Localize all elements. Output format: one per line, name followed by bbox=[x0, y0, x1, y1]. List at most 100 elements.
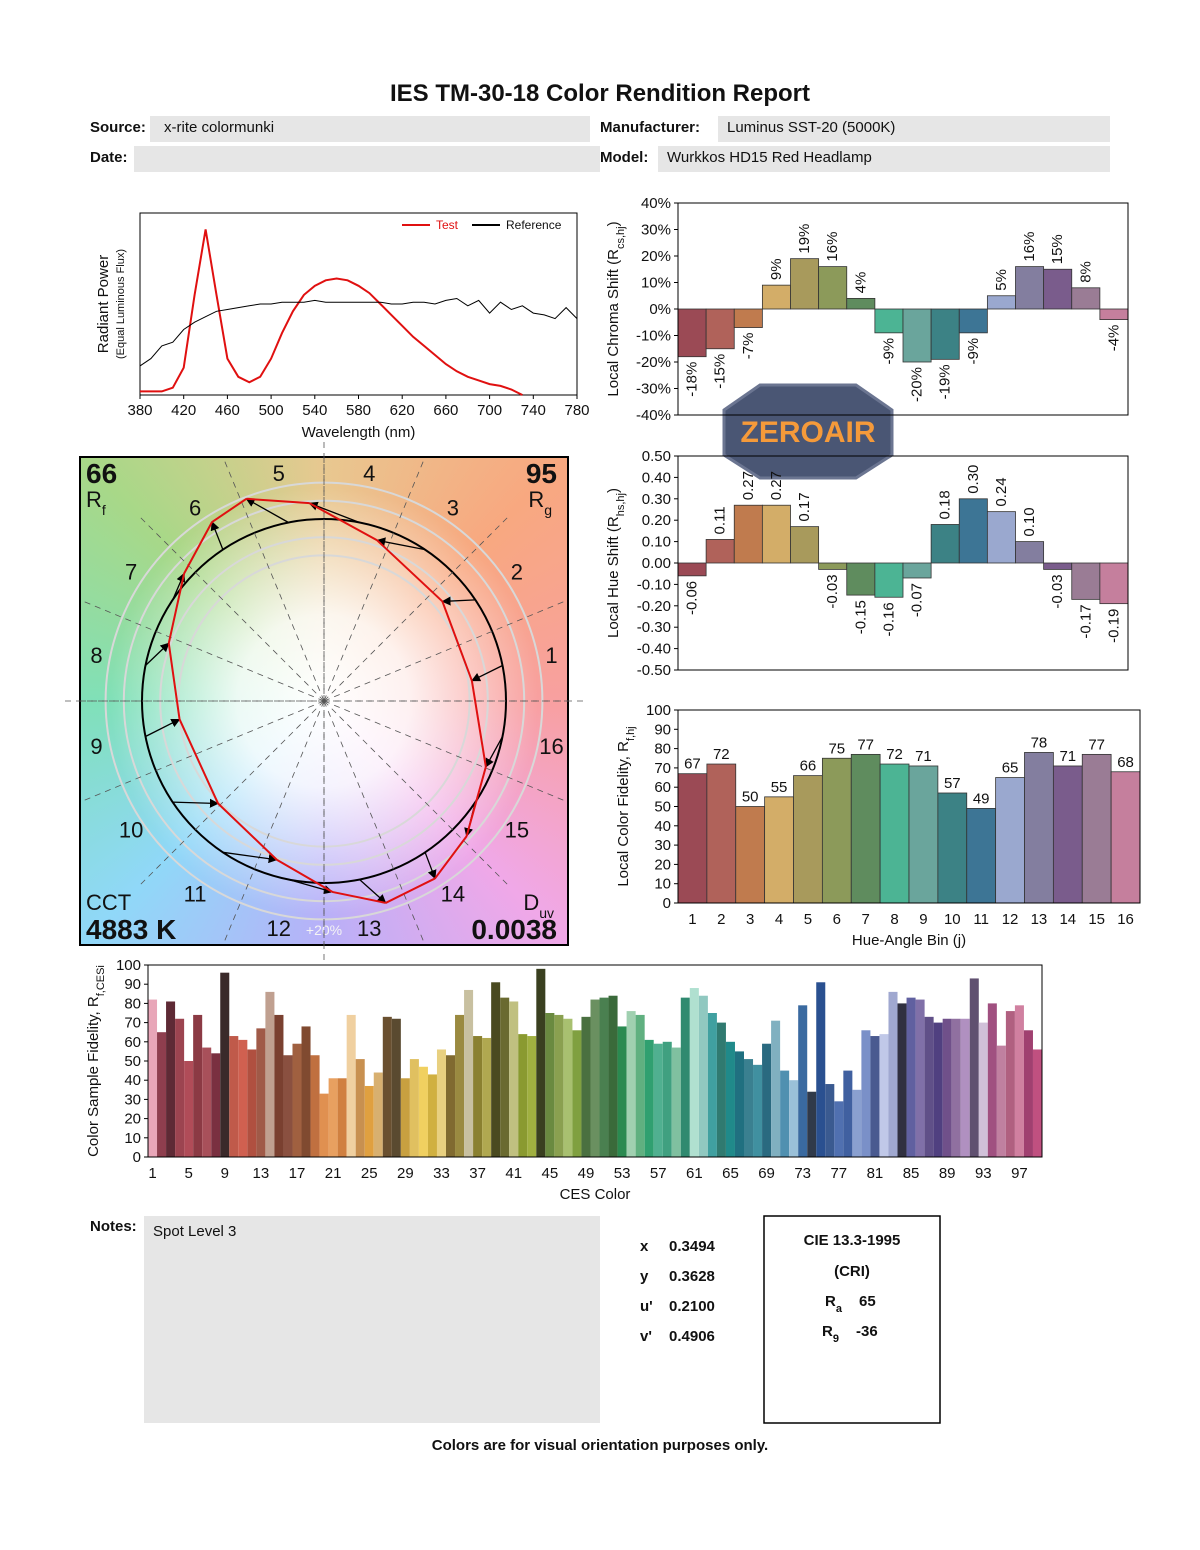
bar bbox=[1023, 1030, 1033, 1157]
bar bbox=[1015, 266, 1045, 310]
value-label: 66 bbox=[800, 758, 817, 775]
value-label: 72 bbox=[886, 746, 903, 763]
rg-label: Rg bbox=[528, 487, 552, 518]
hue-bin-label: 8 bbox=[90, 643, 102, 668]
bar bbox=[581, 1016, 591, 1157]
bar bbox=[960, 1018, 970, 1157]
bar bbox=[599, 997, 609, 1157]
value-label: 9% bbox=[768, 258, 785, 280]
bar bbox=[761, 504, 791, 564]
y-tick-label: -0.10 bbox=[637, 576, 671, 593]
x-tick-label: 620 bbox=[390, 402, 415, 419]
bar bbox=[1052, 765, 1083, 904]
field-box bbox=[134, 146, 600, 172]
bar bbox=[373, 1072, 383, 1157]
value-label: 16% bbox=[824, 232, 841, 262]
x-tick-label: 6 bbox=[833, 911, 841, 928]
value-label: 67 bbox=[684, 756, 701, 773]
cct-value: 4883 K bbox=[86, 914, 176, 945]
shift-arrow bbox=[288, 878, 334, 895]
y-tick-label: 20 bbox=[124, 1111, 141, 1128]
shift-arrow bbox=[376, 537, 426, 551]
bar bbox=[382, 1016, 392, 1157]
x-tick-label: 33 bbox=[433, 1165, 450, 1182]
shift-arrow bbox=[245, 498, 289, 524]
hue-bin-label: 1 bbox=[545, 643, 557, 668]
field-box bbox=[658, 146, 1110, 172]
rf-value: 66 bbox=[86, 458, 117, 489]
duv-value: 0.0038 bbox=[471, 914, 557, 945]
bar bbox=[1043, 268, 1073, 310]
r9-label: R9 bbox=[822, 1323, 839, 1345]
value-label: 57 bbox=[944, 775, 961, 792]
bar bbox=[706, 763, 737, 904]
bar bbox=[491, 982, 501, 1157]
bar bbox=[319, 1093, 329, 1157]
bar bbox=[734, 1051, 744, 1157]
value-label: 75 bbox=[828, 740, 845, 757]
bar bbox=[958, 498, 988, 564]
bar bbox=[193, 1014, 203, 1157]
vector-graphic: 66 Rf 95 Rg CCT 4883 K Duv 0.0038 +20% 1… bbox=[62, 439, 586, 963]
rg-label-main: R bbox=[528, 487, 544, 512]
bar bbox=[1014, 1005, 1024, 1157]
bar bbox=[274, 1014, 284, 1157]
y-tick-label: 0.20 bbox=[642, 512, 671, 529]
y-tick-label: -0.30 bbox=[637, 619, 671, 636]
x-tick-label: 740 bbox=[521, 402, 546, 419]
x-tick-label: 5 bbox=[184, 1165, 192, 1182]
bar bbox=[924, 1016, 934, 1157]
chromaticity-label: x bbox=[640, 1238, 649, 1255]
value-label: 65 bbox=[1002, 760, 1019, 777]
bar bbox=[966, 808, 997, 904]
bar bbox=[716, 1022, 726, 1157]
x-tick-label: 11 bbox=[973, 911, 989, 928]
y-axis-label-sub: hs,hj bbox=[615, 493, 627, 516]
plot-frame bbox=[147, 964, 1043, 1158]
bar bbox=[400, 1078, 410, 1157]
y-tick-label: 70 bbox=[124, 1015, 141, 1032]
y-tick-label: -0.40 bbox=[637, 641, 671, 658]
value-label: 0.30 bbox=[965, 465, 982, 494]
bar bbox=[790, 258, 820, 310]
duv-label: Duv bbox=[523, 890, 554, 921]
bar bbox=[888, 991, 898, 1157]
bar bbox=[211, 1053, 221, 1157]
value-label: 50 bbox=[742, 789, 759, 806]
x-tick-label: 17 bbox=[289, 1165, 306, 1182]
y-axis-label: Local Color Fidelity, Rf,hj bbox=[615, 726, 637, 886]
value-label: -15% bbox=[712, 354, 729, 389]
bar bbox=[455, 1014, 465, 1157]
bar bbox=[265, 991, 275, 1157]
rg-value: 95 bbox=[526, 458, 557, 489]
test-polygon-edge bbox=[470, 680, 487, 767]
y-tick-label: 0 bbox=[663, 895, 671, 912]
y-tick-label: 10 bbox=[124, 1130, 141, 1147]
notes-box bbox=[144, 1216, 600, 1423]
bar bbox=[1032, 1049, 1042, 1157]
hue-bin-label: 12 bbox=[266, 916, 290, 941]
bar bbox=[861, 1030, 871, 1157]
hue-bin-label: 4 bbox=[363, 461, 375, 486]
hue-bin-label: 14 bbox=[441, 881, 465, 906]
y-tick-label: 10 bbox=[654, 876, 671, 893]
x-tick-label: 8 bbox=[890, 911, 898, 928]
bar bbox=[930, 308, 960, 360]
bar bbox=[698, 995, 708, 1157]
field-box bbox=[150, 116, 590, 142]
hue-bin-label: 2 bbox=[511, 560, 523, 585]
bar bbox=[283, 1055, 293, 1157]
bar bbox=[1015, 541, 1045, 564]
x-tick-label: 500 bbox=[259, 402, 284, 419]
bar bbox=[148, 999, 158, 1157]
value-label: 77 bbox=[857, 736, 874, 753]
value-label: -18% bbox=[684, 362, 701, 397]
plot-frame bbox=[677, 202, 1129, 416]
value-label: -0.17 bbox=[1077, 604, 1094, 638]
value-label: 78 bbox=[1031, 734, 1048, 751]
hue-bin-label: 6 bbox=[189, 496, 201, 521]
shift-arrow bbox=[308, 501, 360, 524]
bar bbox=[852, 1089, 862, 1157]
y-tick-label: 30 bbox=[124, 1091, 141, 1108]
value-label: -0.07 bbox=[909, 583, 926, 617]
